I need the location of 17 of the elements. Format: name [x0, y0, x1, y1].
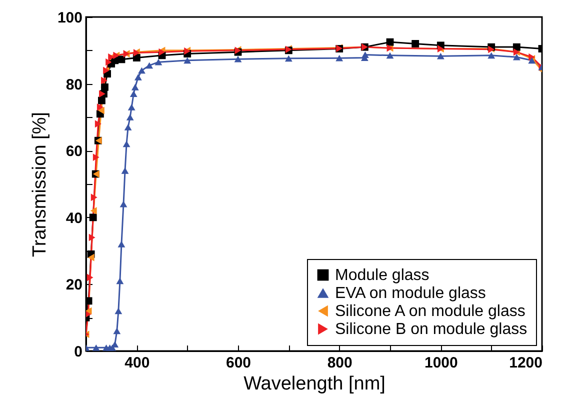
y-axis-title: Transmission [%] — [29, 112, 50, 257]
x-tick-label: 600 — [226, 354, 252, 372]
y-tick-label: 100 — [57, 10, 82, 26]
legend-label: Silicone A on module glass — [335, 303, 526, 320]
x-tick-label: 800 — [327, 354, 352, 372]
y-tick-label: 0 — [74, 344, 82, 360]
legend-label: EVA on module glass — [335, 285, 486, 302]
x-tick-label: 1200 — [509, 354, 542, 372]
y-tick-label: 40 — [66, 210, 82, 227]
y-tick-label: 20 — [66, 276, 82, 294]
x-tick-label: 1000 — [424, 354, 458, 372]
x-tick-label: 400 — [124, 354, 150, 372]
x-axis-title: Wavelength [nm] — [244, 374, 386, 394]
y-tick-label: 60 — [66, 143, 82, 160]
legend-label: Module glass — [335, 267, 430, 284]
legend-label: Silicone B on module glass — [335, 321, 528, 338]
y-tick-label: 80 — [66, 76, 82, 94]
